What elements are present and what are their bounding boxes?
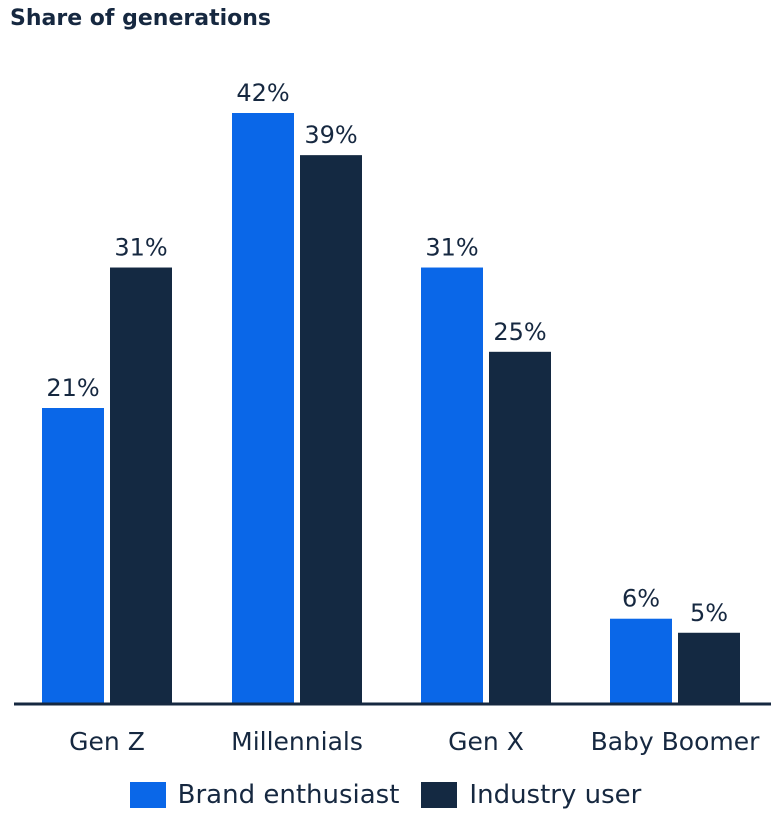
data-label-brand-enthusiast-baby-boomer: 6%	[622, 585, 660, 613]
data-label-brand-enthusiast-gen-z: 21%	[46, 374, 99, 402]
legend-swatch-brand-enthusiast	[129, 782, 166, 808]
data-label-brand-enthusiast-millennials: 42%	[236, 79, 289, 107]
legend-label-industry-user: Industry user	[469, 780, 642, 810]
bar-industry-user-millennials[interactable]	[300, 155, 362, 704]
bar-chart: 21% 31% Gen Z 42% 39% Millennials 31% 25% Gen X 6…	[14, 79, 771, 756]
x-tick-label-baby-boomer: Baby Boomer	[591, 727, 761, 756]
x-tick-label-millennials: Millennials	[231, 727, 363, 756]
x-tick-label-gen-z: Gen Z	[69, 727, 145, 756]
x-tick-label-gen-x: Gen X	[448, 727, 524, 756]
data-label-industry-user-gen-z: 31%	[114, 234, 167, 262]
data-label-brand-enthusiast-gen-x: 31%	[425, 234, 478, 262]
bar-brand-enthusiast-gen-z[interactable]	[42, 408, 104, 703]
data-label-industry-user-baby-boomer: 5%	[690, 599, 728, 627]
legend-item-industry-user[interactable]: Industry user	[421, 780, 641, 810]
bar-brand-enthusiast-baby-boomer[interactable]	[610, 618, 672, 703]
data-label-industry-user-millennials: 39%	[304, 121, 357, 149]
legend-swatch-industry-user	[421, 782, 458, 808]
bar-industry-user-baby-boomer[interactable]	[678, 632, 740, 703]
chart-title: Share of generations	[10, 6, 272, 31]
legend: Brand enthusiast Industry user	[0, 780, 771, 810]
bar-brand-enthusiast-gen-x[interactable]	[421, 267, 483, 703]
bar-industry-user-gen-x[interactable]	[489, 351, 551, 703]
bar-industry-user-gen-z[interactable]	[110, 267, 172, 703]
legend-item-brand-enthusiast[interactable]: Brand enthusiast	[129, 780, 400, 810]
bar-brand-enthusiast-millennials[interactable]	[232, 113, 294, 703]
data-label-industry-user-gen-x: 25%	[493, 318, 546, 346]
legend-label-brand-enthusiast: Brand enthusiast	[177, 780, 400, 810]
